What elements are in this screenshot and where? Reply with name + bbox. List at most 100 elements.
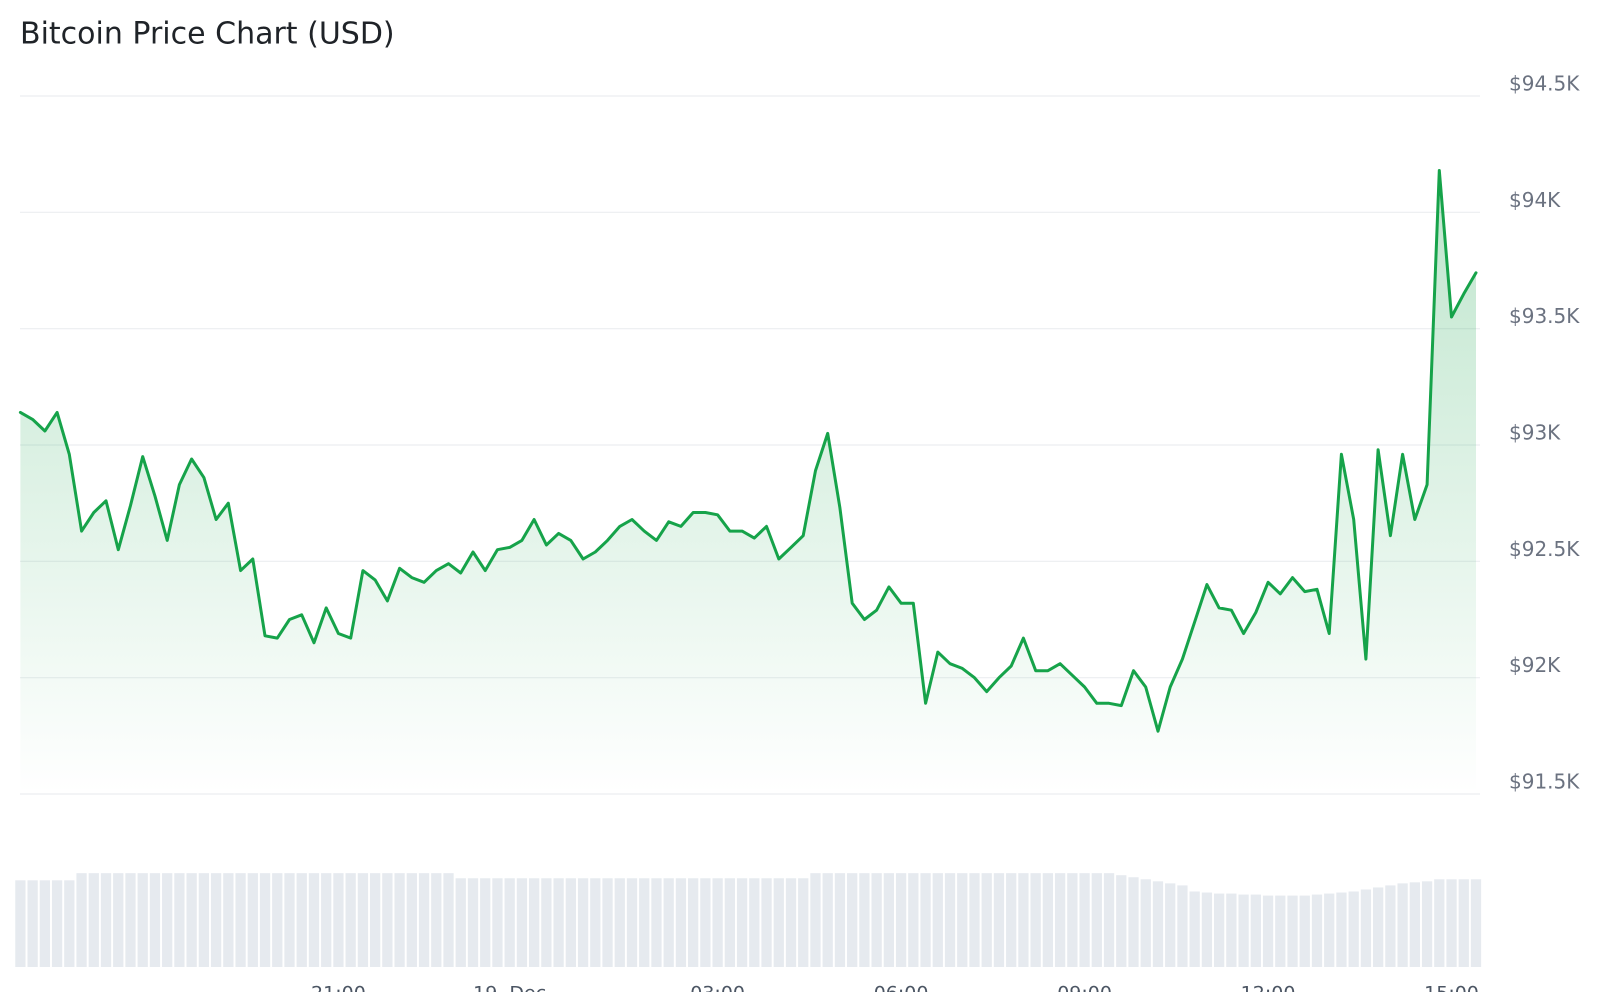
volume-bar — [1116, 875, 1127, 967]
volume-bar — [64, 880, 75, 967]
volume-bar — [198, 873, 210, 967]
volume-bar — [88, 873, 99, 967]
x-tick-label: 21:00 — [311, 983, 366, 992]
volume-bar — [724, 878, 735, 967]
volume-bar — [284, 873, 295, 967]
volume-bar — [308, 873, 320, 967]
volume-bar — [1470, 879, 1482, 967]
volume-bar — [1054, 873, 1066, 967]
volume-bar — [76, 873, 87, 967]
volume-bar — [235, 873, 246, 967]
volume-bar — [382, 873, 393, 967]
volume-bar — [333, 873, 344, 967]
x-tick-label: 03:00 — [690, 983, 745, 992]
volume-bar — [369, 873, 381, 967]
volume-bar — [1409, 882, 1420, 967]
volume-bar — [1042, 873, 1054, 967]
volume-bar — [590, 878, 601, 967]
volume-bar — [504, 878, 515, 967]
volume-bar — [113, 873, 124, 967]
volume-bar — [1311, 894, 1323, 967]
volume-bar — [944, 873, 956, 967]
y-tick-label: $92.5K — [1509, 537, 1580, 561]
volume-bar — [773, 878, 784, 967]
y-tick-label: $93.5K — [1509, 304, 1580, 328]
volume-bar — [1079, 873, 1090, 967]
x-tick-label: 15:00 — [1424, 983, 1479, 992]
volume-bar — [1385, 885, 1396, 967]
volume-bar — [981, 873, 992, 967]
volume-bar — [1091, 873, 1102, 967]
volume-bar — [272, 873, 283, 967]
volume-bar — [1446, 879, 1457, 967]
volume-bar — [39, 880, 51, 967]
volume-bar — [700, 878, 711, 967]
volume-bar — [1324, 893, 1335, 967]
volume-bar — [639, 878, 650, 967]
volume-bar — [1103, 873, 1115, 967]
volume-bar — [15, 880, 26, 967]
volume-bar — [137, 873, 148, 967]
volume-bar — [871, 873, 882, 967]
volume-bar — [247, 873, 258, 967]
x-axis: 21:00 19. Dec 03:00 06:00 09:00 12:00 15:00 — [311, 983, 1479, 992]
volume-bar — [969, 873, 980, 967]
volume-bar — [1018, 873, 1029, 967]
grid: $91.5K $92K $92.5K $93K $93.5K $94K $94.5K — [20, 72, 1580, 795]
volume-bar — [455, 878, 466, 967]
volume-bar — [993, 873, 1005, 967]
volume-bar — [1140, 879, 1151, 967]
volume-bar — [259, 873, 271, 967]
y-tick-label: $93K — [1509, 421, 1561, 445]
volume-bar — [932, 873, 943, 967]
volume-bar — [1421, 881, 1433, 967]
volume-bar — [186, 873, 197, 967]
volume-bar — [321, 873, 332, 967]
volume-bar — [394, 873, 405, 967]
volume-bar — [1275, 895, 1286, 967]
volume-bar — [749, 878, 760, 967]
volume-bar — [1262, 895, 1274, 967]
volume-bar — [480, 878, 491, 967]
plot — [18, 169, 1478, 794]
volume-bar — [1152, 881, 1164, 967]
x-tick-label: 09:00 — [1057, 983, 1112, 992]
volume-bar — [761, 878, 772, 967]
volume-bar — [1006, 873, 1017, 967]
volume-bars — [15, 873, 1482, 967]
x-tick-label: 06:00 — [874, 983, 929, 992]
volume-bar — [296, 873, 307, 967]
volume-bar — [1165, 883, 1176, 967]
volume-bar — [675, 878, 687, 967]
y-tick-label: $92K — [1509, 653, 1561, 677]
volume-bar — [1348, 891, 1359, 967]
y-tick-label: $94.5K — [1509, 72, 1580, 96]
volume-bar — [1189, 891, 1200, 967]
volume-bar — [541, 878, 552, 967]
volume-bar — [1434, 879, 1445, 967]
volume-bar — [1360, 889, 1372, 967]
volume-bar — [1250, 894, 1261, 967]
volume-bar — [663, 878, 674, 967]
volume-bar — [785, 878, 797, 967]
chart-title: Bitcoin Price Chart (USD) — [20, 17, 395, 52]
y-tick-label: $91.5K — [1509, 770, 1580, 794]
volume-bar — [529, 878, 540, 967]
volume-bar — [516, 878, 528, 967]
volume-bar — [357, 873, 369, 967]
volume-bar — [1128, 877, 1139, 967]
volume-bar — [149, 873, 161, 967]
volume-bar — [418, 873, 430, 967]
volume-bar — [210, 873, 222, 967]
volume-bar — [125, 873, 136, 967]
volume-bar — [406, 873, 417, 967]
volume-bar — [1373, 887, 1384, 967]
y-tick-label: $94K — [1509, 188, 1561, 212]
volume-bar — [1201, 892, 1213, 967]
volume-bar — [553, 878, 564, 967]
volume-bar — [1299, 895, 1310, 967]
volume-bar — [626, 878, 638, 967]
price-area — [20, 170, 1476, 794]
volume-bar — [920, 873, 931, 967]
